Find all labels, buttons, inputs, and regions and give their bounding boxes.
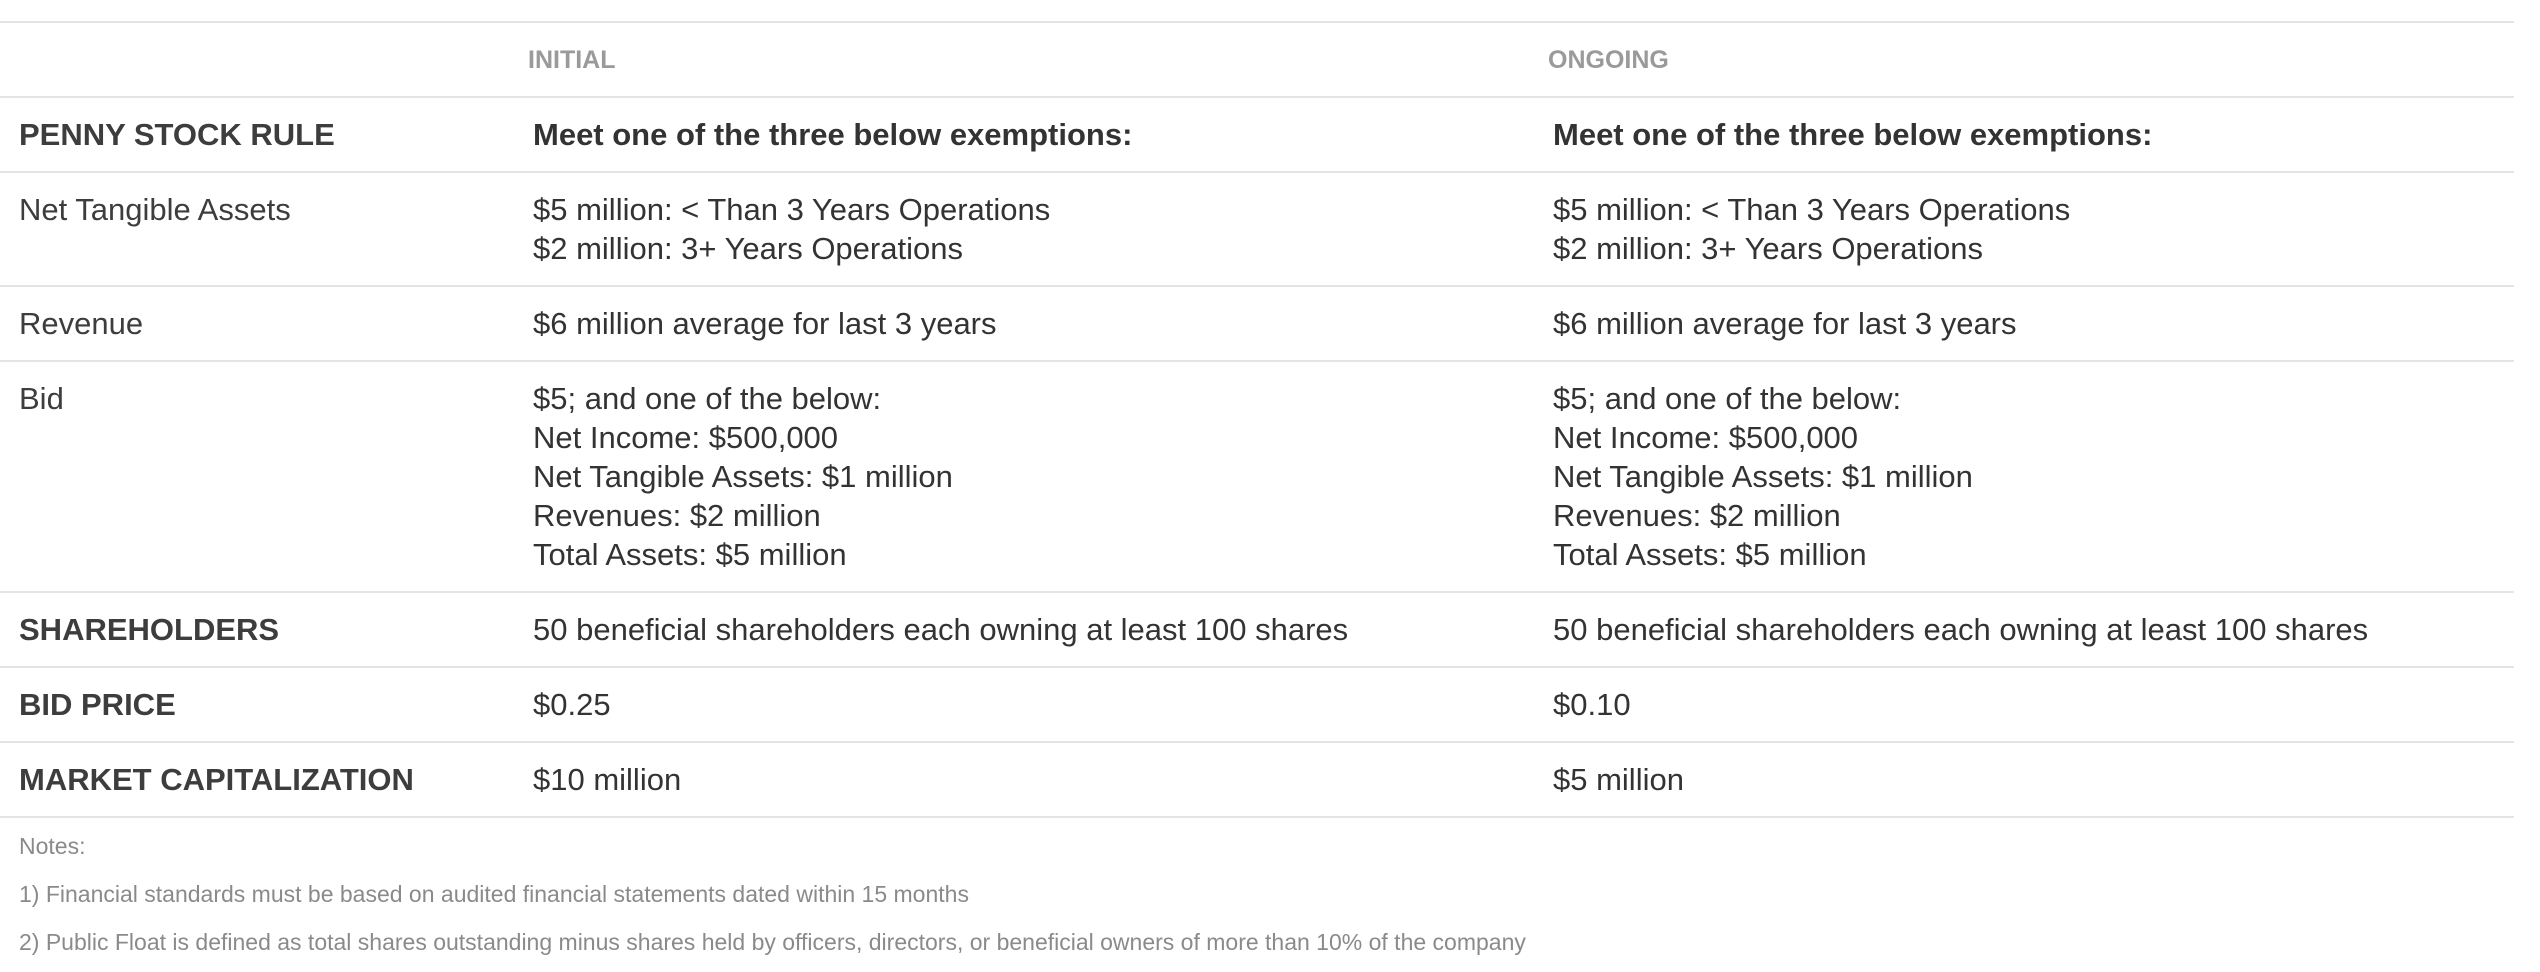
- cell-line: $2 million: 3+ Years Operations: [533, 231, 963, 266]
- header-cell: [0, 23, 533, 96]
- row-label: Revenue: [19, 306, 144, 341]
- cell-line: $5 million: [1553, 762, 1684, 797]
- row-label: Bid: [19, 381, 64, 416]
- table-cell: Meet one of the three below exemptions:: [1553, 98, 2514, 171]
- cell-line: Meet one of the three below exemptions:: [1553, 117, 2153, 152]
- cell-line: Revenues: $2 million: [533, 498, 821, 533]
- cell-line: Total Assets: $5 million: [533, 537, 847, 572]
- row-label: MARKET CAPITALIZATION: [19, 762, 414, 797]
- header-cell: ONGOING: [1548, 46, 1669, 74]
- table-cell: $0.25: [533, 668, 1553, 741]
- cell-line: Total Assets: $5 million: [1553, 537, 1867, 572]
- cell-line: Net Income: $500,000: [533, 420, 839, 455]
- cell-line: $0.10: [1553, 687, 1631, 722]
- table-row: SHAREHOLDERS 50 beneficial shareholders e…: [0, 591, 2514, 666]
- header-cell: INITIAL: [528, 46, 616, 74]
- table-row: BID PRICE $0.25 $0.10: [0, 666, 2514, 741]
- row-label: BID PRICE: [19, 687, 176, 722]
- table-cell: $5 million: [1553, 743, 2514, 816]
- header-row: INITIAL ONGOING: [0, 21, 2514, 96]
- cell-line: $5; and one of the below:: [533, 381, 882, 416]
- table-cell: $5 million: < Than 3 Years Operations $2 …: [533, 173, 1553, 285]
- notes: Notes: 1) Financial standards must be bas…: [19, 828, 1526, 972]
- cell-line: Revenues: $2 million: [1553, 498, 1841, 533]
- table-cell: $5 million: < Than 3 Years Operations $2 …: [1553, 173, 2514, 285]
- table-row: Bid $5; and one of the below: Net Income: …: [0, 360, 2514, 591]
- note: 1) Financial standards must be based on …: [19, 881, 969, 907]
- cell-line: Net Income: $500,000: [1553, 420, 1859, 455]
- cell-line: $10 million: [533, 762, 682, 797]
- table-cell: 50 beneficial shareholders each owning a…: [1553, 593, 2514, 666]
- cell-line: Net Tangible Assets: $1 million: [1553, 459, 1973, 494]
- cell-line: $2 million: 3+ Years Operations: [1553, 231, 1983, 266]
- table-cell: $6 million average for last 3 years: [533, 287, 1553, 360]
- cell-line: $6 million average for last 3 years: [1553, 306, 2017, 341]
- table-cell: $5; and one of the below: Net Income: $50…: [1553, 362, 2514, 591]
- table-row: MARKET CAPITALIZATION $10 million $5 milli…: [0, 741, 2514, 818]
- cell-line: $5; and one of the below:: [1553, 381, 1902, 416]
- row-label: SHAREHOLDERS: [19, 612, 280, 647]
- cell-line: $6 million average for last 3 years: [533, 306, 997, 341]
- comparison-table: INITIAL ONGOING PENNY STOCK RULE Meet one o…: [0, 21, 2514, 818]
- table-row: Net Tangible Assets $5 million: < Than 3 …: [0, 171, 2514, 285]
- table-row: PENNY STOCK RULE Meet one of the three be…: [0, 96, 2514, 171]
- cell-line: $0.25: [533, 687, 611, 722]
- cell-line: Net Tangible Assets: $1 million: [533, 459, 953, 494]
- note: Notes:: [19, 833, 86, 859]
- table-row: Revenue $6 million average for last 3 yea…: [0, 285, 2514, 360]
- cell-line: 50 beneficial shareholders each owning a…: [533, 612, 1349, 647]
- table-cell: $0.10: [1553, 668, 2514, 741]
- row-label: PENNY STOCK RULE: [19, 117, 335, 152]
- table-cell: $6 million average for last 3 years: [1553, 287, 2514, 360]
- cell-line: 50 beneficial shareholders each owning a…: [1553, 612, 2369, 647]
- note: 2) Public Float is defined as total shar…: [19, 929, 1526, 955]
- table-cell: Meet one of the three below exemptions:: [533, 98, 1553, 171]
- cell-line: Meet one of the three below exemptions:: [533, 117, 1133, 152]
- table-cell: $5; and one of the below: Net Income: $50…: [533, 362, 1553, 591]
- table-cell: 50 beneficial shareholders each owning a…: [533, 593, 1553, 666]
- cell-line: $5 million: < Than 3 Years Operations: [533, 192, 1051, 227]
- cell-line: $5 million: < Than 3 Years Operations: [1553, 192, 2071, 227]
- table-cell: $10 million: [533, 743, 1553, 816]
- row-label: Net Tangible Assets: [19, 192, 291, 227]
